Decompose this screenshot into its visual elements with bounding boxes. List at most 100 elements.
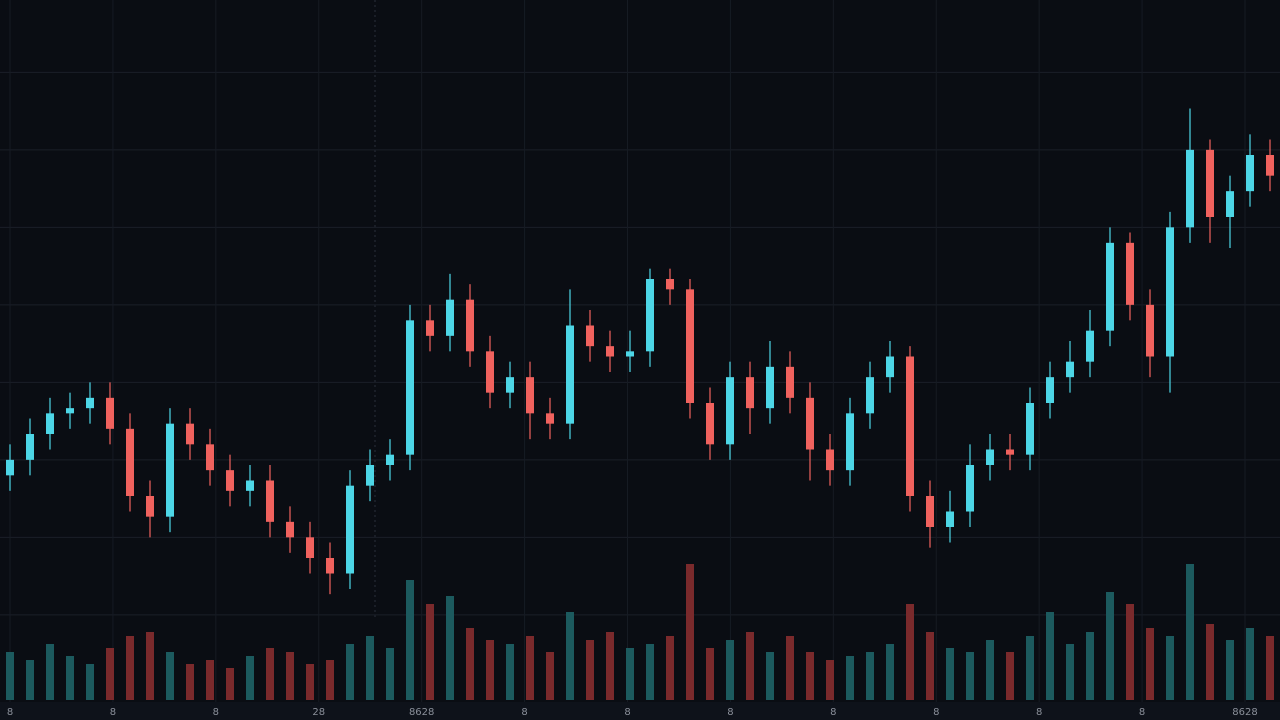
- volume-bar: [1166, 636, 1174, 700]
- candle-body: [1226, 191, 1234, 217]
- candle-body: [26, 434, 34, 460]
- candle-body: [426, 320, 434, 336]
- volume-bar: [1046, 612, 1054, 700]
- volume-bar: [486, 640, 494, 700]
- volume-bar: [226, 668, 234, 700]
- volume-bar: [626, 648, 634, 700]
- volume-bar: [986, 640, 994, 700]
- candle-body: [406, 320, 414, 455]
- volume-bar: [446, 596, 454, 700]
- x-tick-label: 8: [7, 707, 13, 718]
- candle-body: [706, 403, 714, 445]
- volume-bar: [146, 632, 154, 700]
- volume-bar: [86, 664, 94, 700]
- candle-body: [446, 299, 454, 336]
- volume-bar: [66, 656, 74, 700]
- volume-bar: [1106, 592, 1114, 700]
- candle-body: [226, 470, 234, 491]
- candle-body: [986, 449, 994, 465]
- volume-bar: [1206, 624, 1214, 700]
- volume-bar: [366, 636, 374, 700]
- candle-body: [1126, 242, 1134, 305]
- candle-body: [326, 558, 334, 574]
- candle-body: [486, 351, 494, 393]
- volume-bar: [1146, 628, 1154, 700]
- volume-bar: [646, 644, 654, 700]
- candle-body: [946, 511, 954, 527]
- volume-bar: [966, 652, 974, 700]
- volume-bar: [606, 632, 614, 700]
- candle-body: [86, 397, 94, 409]
- candle-body: [286, 521, 294, 538]
- volume-bar: [1246, 628, 1254, 700]
- volume-bar: [1006, 652, 1014, 700]
- volume-bar: [1186, 564, 1194, 700]
- volume-bar: [1266, 636, 1274, 700]
- candle-body: [686, 289, 694, 403]
- time-axis-strip: [0, 702, 1280, 720]
- x-tick-label: 8: [933, 707, 939, 718]
- x-tick-label: 8: [624, 707, 630, 718]
- volume-bar: [666, 636, 674, 700]
- volume-bar: [726, 640, 734, 700]
- x-tick-label: 8: [727, 707, 733, 718]
- candle-body: [586, 325, 594, 347]
- volume-bar: [886, 644, 894, 700]
- volume-bar: [246, 656, 254, 700]
- volume-bar: [26, 660, 34, 700]
- candle-body: [1266, 155, 1274, 176]
- volume-bar: [326, 660, 334, 700]
- volume-bar: [406, 580, 414, 700]
- candle-body: [6, 459, 14, 476]
- volume-bar: [266, 648, 274, 700]
- candle-body: [366, 465, 374, 486]
- volume-bar: [686, 564, 694, 700]
- candle-body: [846, 413, 854, 471]
- candle-body: [166, 423, 174, 517]
- volume-bar: [466, 628, 474, 700]
- volume-bar: [426, 604, 434, 700]
- candle-body: [306, 537, 314, 558]
- volume-bar: [1226, 640, 1234, 700]
- candle-body: [246, 480, 254, 491]
- candle-body: [506, 377, 514, 393]
- candle-body: [886, 356, 894, 378]
- candle-body: [266, 480, 274, 522]
- candle-body: [1146, 304, 1154, 357]
- candle-body: [1026, 403, 1034, 455]
- x-tick-label: 8: [1036, 707, 1042, 718]
- volume-bar: [846, 656, 854, 700]
- volume-bar: [346, 644, 354, 700]
- candle-body: [566, 325, 574, 424]
- volume-bar: [106, 648, 114, 700]
- candle-body: [1046, 377, 1054, 403]
- volume-bar: [1126, 604, 1134, 700]
- volume-bar: [386, 648, 394, 700]
- candle-body: [826, 449, 834, 471]
- candle-body: [606, 346, 614, 357]
- volume-bar: [866, 652, 874, 700]
- candle-body: [1106, 242, 1114, 331]
- candle-body: [1066, 361, 1074, 378]
- x-tick-label: 8: [110, 707, 116, 718]
- volume-bar: [586, 640, 594, 700]
- candle-body: [626, 351, 634, 357]
- x-tick-label: 8628: [409, 707, 434, 718]
- volume-bar: [1086, 632, 1094, 700]
- candle-body: [46, 413, 54, 434]
- candle-body: [906, 356, 914, 496]
- candle-body: [1006, 449, 1014, 455]
- volume-bar: [306, 664, 314, 700]
- volume-bar: [786, 636, 794, 700]
- volume-bar: [186, 664, 194, 700]
- volume-bar: [906, 604, 914, 700]
- volume-bar: [926, 632, 934, 700]
- volume-bar: [6, 652, 14, 700]
- candle-body: [746, 377, 754, 409]
- volume-bar: [166, 652, 174, 700]
- x-tick-label: 8: [213, 707, 219, 718]
- volume-bar: [746, 632, 754, 700]
- candle-body: [386, 454, 394, 465]
- candle-body: [666, 279, 674, 290]
